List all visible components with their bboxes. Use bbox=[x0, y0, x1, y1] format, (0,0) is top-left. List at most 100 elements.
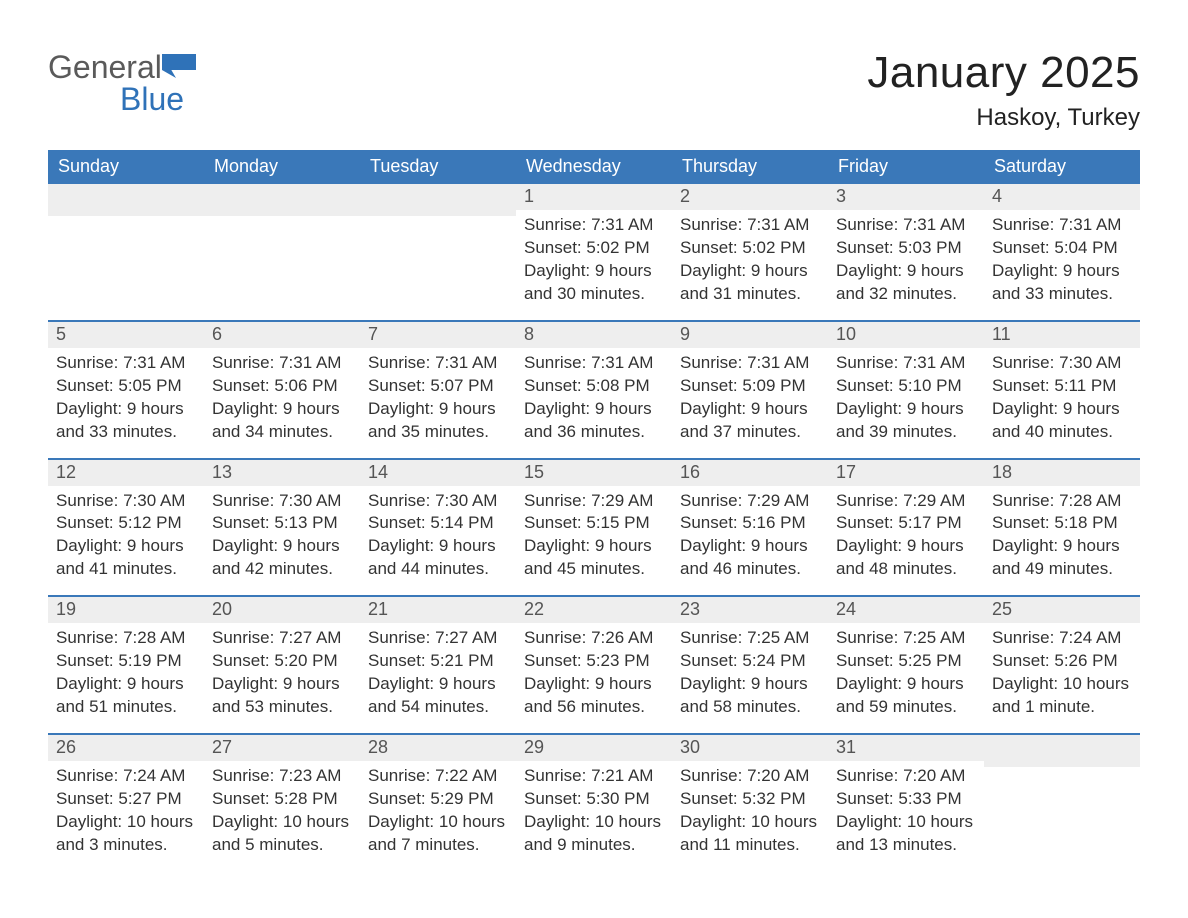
daylight2-text: and 34 minutes. bbox=[212, 421, 352, 444]
day-body: Sunrise: 7:28 AMSunset: 5:18 PMDaylight:… bbox=[984, 486, 1140, 596]
sunset-text: Sunset: 5:14 PM bbox=[368, 512, 508, 535]
weekday-wednesday: Wednesday bbox=[516, 150, 672, 184]
daylight1-text: Daylight: 9 hours bbox=[368, 535, 508, 558]
week-row: 26Sunrise: 7:24 AMSunset: 5:27 PMDayligh… bbox=[48, 733, 1140, 871]
sunrise-text: Sunrise: 7:22 AM bbox=[368, 765, 508, 788]
day-number bbox=[984, 735, 1140, 767]
day-body: Sunrise: 7:24 AMSunset: 5:27 PMDaylight:… bbox=[48, 761, 204, 871]
daylight1-text: Daylight: 9 hours bbox=[836, 535, 976, 558]
day-number: 7 bbox=[360, 322, 516, 348]
day-body: Sunrise: 7:27 AMSunset: 5:20 PMDaylight:… bbox=[204, 623, 360, 733]
day-body: Sunrise: 7:30 AMSunset: 5:11 PMDaylight:… bbox=[984, 348, 1140, 458]
weekday-header-row: Sunday Monday Tuesday Wednesday Thursday… bbox=[48, 150, 1140, 184]
day-body: Sunrise: 7:30 AMSunset: 5:13 PMDaylight:… bbox=[204, 486, 360, 596]
daylight2-text: and 51 minutes. bbox=[56, 696, 196, 719]
day-cell bbox=[360, 184, 516, 320]
daylight2-text: and 46 minutes. bbox=[680, 558, 820, 581]
daylight1-text: Daylight: 9 hours bbox=[56, 673, 196, 696]
day-body: Sunrise: 7:31 AMSunset: 5:09 PMDaylight:… bbox=[672, 348, 828, 458]
weekday-thursday: Thursday bbox=[672, 150, 828, 184]
sunset-text: Sunset: 5:17 PM bbox=[836, 512, 976, 535]
calendar-grid: Sunday Monday Tuesday Wednesday Thursday… bbox=[48, 150, 1140, 871]
day-body: Sunrise: 7:29 AMSunset: 5:15 PMDaylight:… bbox=[516, 486, 672, 596]
day-number bbox=[360, 184, 516, 216]
day-body: Sunrise: 7:31 AMSunset: 5:10 PMDaylight:… bbox=[828, 348, 984, 458]
daylight2-text: and 54 minutes. bbox=[368, 696, 508, 719]
day-number: 1 bbox=[516, 184, 672, 210]
header-row: General Blue January 2025 Haskoy, Turkey bbox=[48, 48, 1140, 132]
day-number bbox=[204, 184, 360, 216]
day-number: 19 bbox=[48, 597, 204, 623]
daylight2-text: and 33 minutes. bbox=[992, 283, 1132, 306]
daylight1-text: Daylight: 9 hours bbox=[680, 535, 820, 558]
sunset-text: Sunset: 5:02 PM bbox=[680, 237, 820, 260]
sunset-text: Sunset: 5:12 PM bbox=[56, 512, 196, 535]
day-number: 2 bbox=[672, 184, 828, 210]
daylight2-text: and 40 minutes. bbox=[992, 421, 1132, 444]
daylight2-text: and 53 minutes. bbox=[212, 696, 352, 719]
logo-flag-icon bbox=[162, 54, 196, 78]
day-cell: 10Sunrise: 7:31 AMSunset: 5:10 PMDayligh… bbox=[828, 322, 984, 458]
day-cell: 27Sunrise: 7:23 AMSunset: 5:28 PMDayligh… bbox=[204, 735, 360, 871]
sunrise-text: Sunrise: 7:26 AM bbox=[524, 627, 664, 650]
sunset-text: Sunset: 5:30 PM bbox=[524, 788, 664, 811]
sunset-text: Sunset: 5:13 PM bbox=[212, 512, 352, 535]
day-number: 16 bbox=[672, 460, 828, 486]
day-cell: 20Sunrise: 7:27 AMSunset: 5:20 PMDayligh… bbox=[204, 597, 360, 733]
week-row: 12Sunrise: 7:30 AMSunset: 5:12 PMDayligh… bbox=[48, 458, 1140, 596]
daylight2-text: and 13 minutes. bbox=[836, 834, 976, 857]
sunset-text: Sunset: 5:19 PM bbox=[56, 650, 196, 673]
sunset-text: Sunset: 5:02 PM bbox=[524, 237, 664, 260]
day-body: Sunrise: 7:29 AMSunset: 5:16 PMDaylight:… bbox=[672, 486, 828, 596]
daylight1-text: Daylight: 9 hours bbox=[212, 673, 352, 696]
daylight1-text: Daylight: 9 hours bbox=[524, 260, 664, 283]
day-cell: 11Sunrise: 7:30 AMSunset: 5:11 PMDayligh… bbox=[984, 322, 1140, 458]
sunrise-text: Sunrise: 7:31 AM bbox=[368, 352, 508, 375]
day-body: Sunrise: 7:20 AMSunset: 5:32 PMDaylight:… bbox=[672, 761, 828, 871]
daylight1-text: Daylight: 10 hours bbox=[992, 673, 1132, 696]
daylight1-text: Daylight: 9 hours bbox=[56, 535, 196, 558]
day-number: 12 bbox=[48, 460, 204, 486]
week-row: 19Sunrise: 7:28 AMSunset: 5:19 PMDayligh… bbox=[48, 595, 1140, 733]
sunrise-text: Sunrise: 7:31 AM bbox=[680, 214, 820, 237]
day-cell: 29Sunrise: 7:21 AMSunset: 5:30 PMDayligh… bbox=[516, 735, 672, 871]
day-cell: 12Sunrise: 7:30 AMSunset: 5:12 PMDayligh… bbox=[48, 460, 204, 596]
daylight1-text: Daylight: 9 hours bbox=[836, 260, 976, 283]
daylight2-text: and 39 minutes. bbox=[836, 421, 976, 444]
weekday-tuesday: Tuesday bbox=[360, 150, 516, 184]
week-row: 5Sunrise: 7:31 AMSunset: 5:05 PMDaylight… bbox=[48, 320, 1140, 458]
weekday-monday: Monday bbox=[204, 150, 360, 184]
sunrise-text: Sunrise: 7:30 AM bbox=[212, 490, 352, 513]
daylight1-text: Daylight: 9 hours bbox=[836, 673, 976, 696]
day-cell: 6Sunrise: 7:31 AMSunset: 5:06 PMDaylight… bbox=[204, 322, 360, 458]
daylight2-text: and 36 minutes. bbox=[524, 421, 664, 444]
day-number: 23 bbox=[672, 597, 828, 623]
daylight1-text: Daylight: 10 hours bbox=[680, 811, 820, 834]
daylight2-text: and 1 minute. bbox=[992, 696, 1132, 719]
daylight1-text: Daylight: 9 hours bbox=[992, 398, 1132, 421]
day-number: 9 bbox=[672, 322, 828, 348]
daylight2-text: and 33 minutes. bbox=[56, 421, 196, 444]
day-number: 21 bbox=[360, 597, 516, 623]
day-cell: 7Sunrise: 7:31 AMSunset: 5:07 PMDaylight… bbox=[360, 322, 516, 458]
day-body: Sunrise: 7:31 AMSunset: 5:02 PMDaylight:… bbox=[672, 210, 828, 320]
daylight1-text: Daylight: 9 hours bbox=[524, 398, 664, 421]
sunrise-text: Sunrise: 7:30 AM bbox=[368, 490, 508, 513]
daylight2-text: and 42 minutes. bbox=[212, 558, 352, 581]
daylight1-text: Daylight: 9 hours bbox=[368, 398, 508, 421]
week-row: 1Sunrise: 7:31 AMSunset: 5:02 PMDaylight… bbox=[48, 184, 1140, 320]
daylight2-text: and 37 minutes. bbox=[680, 421, 820, 444]
day-body: Sunrise: 7:24 AMSunset: 5:26 PMDaylight:… bbox=[984, 623, 1140, 733]
daylight2-text: and 11 minutes. bbox=[680, 834, 820, 857]
sunset-text: Sunset: 5:26 PM bbox=[992, 650, 1132, 673]
sunrise-text: Sunrise: 7:24 AM bbox=[992, 627, 1132, 650]
sunrise-text: Sunrise: 7:21 AM bbox=[524, 765, 664, 788]
daylight1-text: Daylight: 10 hours bbox=[56, 811, 196, 834]
sunrise-text: Sunrise: 7:31 AM bbox=[680, 352, 820, 375]
day-cell: 31Sunrise: 7:20 AMSunset: 5:33 PMDayligh… bbox=[828, 735, 984, 871]
daylight1-text: Daylight: 10 hours bbox=[212, 811, 352, 834]
day-number: 10 bbox=[828, 322, 984, 348]
sunset-text: Sunset: 5:05 PM bbox=[56, 375, 196, 398]
weekday-friday: Friday bbox=[828, 150, 984, 184]
day-cell: 17Sunrise: 7:29 AMSunset: 5:17 PMDayligh… bbox=[828, 460, 984, 596]
